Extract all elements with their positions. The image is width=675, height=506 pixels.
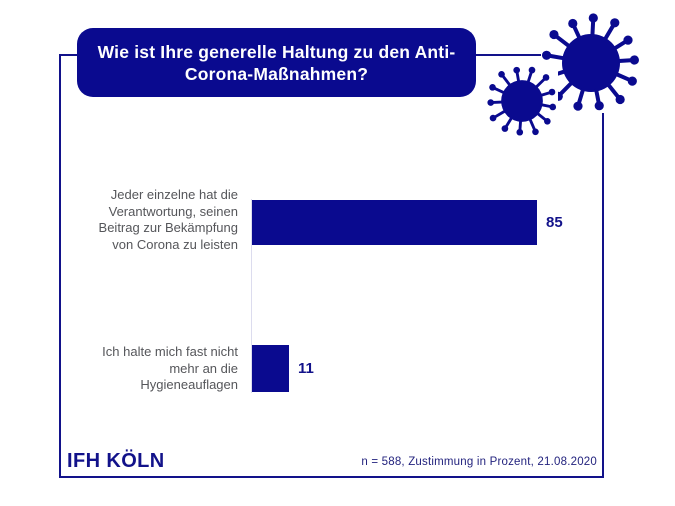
- bar-value: 11: [298, 360, 314, 377]
- question-header: Wie ist Ihre generelle Haltung zu den An…: [77, 28, 476, 97]
- bar-row: 11: [252, 345, 314, 392]
- axis-baseline: [251, 199, 252, 393]
- bar-value: 85: [546, 214, 563, 231]
- bar-hygiene: [252, 345, 289, 392]
- question-text: Wie ist Ihre generelle Haltung zu den An…: [97, 41, 456, 84]
- bar-row: 85: [252, 200, 563, 245]
- coronavirus-icon-small: [486, 65, 558, 137]
- bar-responsibility: [252, 200, 537, 245]
- ifh-koeln-logo: IFH KÖLN: [67, 450, 165, 472]
- bar-label-responsibility: Jeder einzelne hat die Verantwortung, se…: [98, 187, 238, 252]
- bar-label-hygiene: Ich halte mich fast nicht mehr an die Hy…: [102, 344, 238, 392]
- footnote-text: n = 588, Zustimmung in Prozent, 21.08.20…: [361, 456, 597, 468]
